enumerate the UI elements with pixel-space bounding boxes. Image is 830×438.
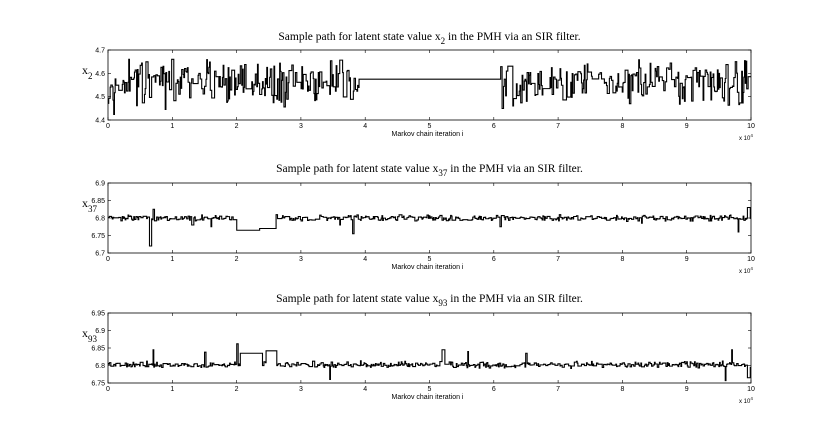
y-tick-label: 6.8 <box>95 216 105 223</box>
x-tick-label: 9 <box>685 256 689 263</box>
x-tick-label: 6 <box>492 256 496 263</box>
subplot-1: Sample path for latent state value x2 in… <box>82 31 755 142</box>
x-tick-label: 5 <box>428 256 432 263</box>
chart-title: Sample path for latent state value x93 i… <box>276 293 583 308</box>
y-tick-label: 4.4 <box>95 118 105 125</box>
y-tick-label: 6.75 <box>91 233 105 240</box>
x-tick-label: 3 <box>299 386 303 393</box>
x-tick-label: 7 <box>556 386 560 393</box>
subplot-2: Sample path for latent state value x37 i… <box>82 163 755 275</box>
x-tick-label: 1 <box>170 123 174 130</box>
y-tick-label: 6.95 <box>91 311 105 318</box>
x-tick-label: 5 <box>428 123 432 130</box>
sample-path-line <box>108 58 751 116</box>
x-tick-label: 2 <box>235 256 239 263</box>
x-tick-label: 10 <box>747 256 755 263</box>
y-axis-label: x2 <box>82 63 93 81</box>
y-tick-label: 6.8 <box>95 363 105 370</box>
x-tick-label: 5 <box>428 386 432 393</box>
chart-title: Sample path for latent state value x2 in… <box>278 31 580 46</box>
y-axis-label: x37 <box>82 196 98 214</box>
subplot-3: Sample path for latent state value x93 i… <box>82 293 755 405</box>
sample-path-line <box>108 206 751 247</box>
x-tick-label: 6 <box>492 386 496 393</box>
x-tick-label: 8 <box>620 386 624 393</box>
x-tick-label: 9 <box>685 386 689 393</box>
x-axis-label: Markov chain iteration i <box>392 394 464 401</box>
y-tick-label: 6.9 <box>95 328 105 335</box>
y-tick-label: 6.75 <box>91 381 105 388</box>
x-tick-label: 4 <box>363 256 367 263</box>
y-axis-label: x93 <box>82 326 98 344</box>
axes-box <box>107 312 752 384</box>
x-axis-label: Markov chain iteration i <box>392 131 464 138</box>
x-tick-label: 3 <box>299 256 303 263</box>
x-tick-label: 0 <box>106 123 110 130</box>
y-tick-label: 4.7 <box>95 48 105 55</box>
y-tick-label: 4.5 <box>95 94 105 101</box>
y-tick-label: 6.85 <box>91 198 105 205</box>
x-tick-label: 0 <box>106 256 110 263</box>
y-tick-label: 6.85 <box>91 346 105 353</box>
x-tick-label: 6 <box>492 123 496 130</box>
x-tick-label: 7 <box>556 123 560 130</box>
x-axis-multiplier: x 104 <box>739 266 753 275</box>
x-tick-label: 8 <box>620 256 624 263</box>
y-tick-label: 6.7 <box>95 251 105 258</box>
x-tick-label: 10 <box>747 386 755 393</box>
x-tick-label: 10 <box>747 123 755 130</box>
x-tick-label: 2 <box>235 123 239 130</box>
x-tick-label: 1 <box>170 386 174 393</box>
x-tick-label: 3 <box>299 123 303 130</box>
chart-title: Sample path for latent state value x37 i… <box>276 163 583 178</box>
x-tick-label: 2 <box>235 386 239 393</box>
y-tick-label: 4.6 <box>95 71 105 78</box>
x-axis-multiplier: x 104 <box>739 133 753 142</box>
y-tick-label: 6.9 <box>95 181 105 188</box>
x-tick-label: 9 <box>685 123 689 130</box>
x-tick-label: 4 <box>363 123 367 130</box>
x-tick-label: 7 <box>556 256 560 263</box>
x-tick-label: 1 <box>170 256 174 263</box>
x-tick-label: 8 <box>620 123 624 130</box>
sample-path-line <box>108 343 751 382</box>
x-tick-label: 4 <box>363 386 367 393</box>
x-axis-label: Markov chain iteration i <box>392 264 464 271</box>
axes-box <box>107 49 752 121</box>
x-tick-label: 0 <box>106 386 110 393</box>
x-axis-multiplier: x 104 <box>739 396 753 405</box>
